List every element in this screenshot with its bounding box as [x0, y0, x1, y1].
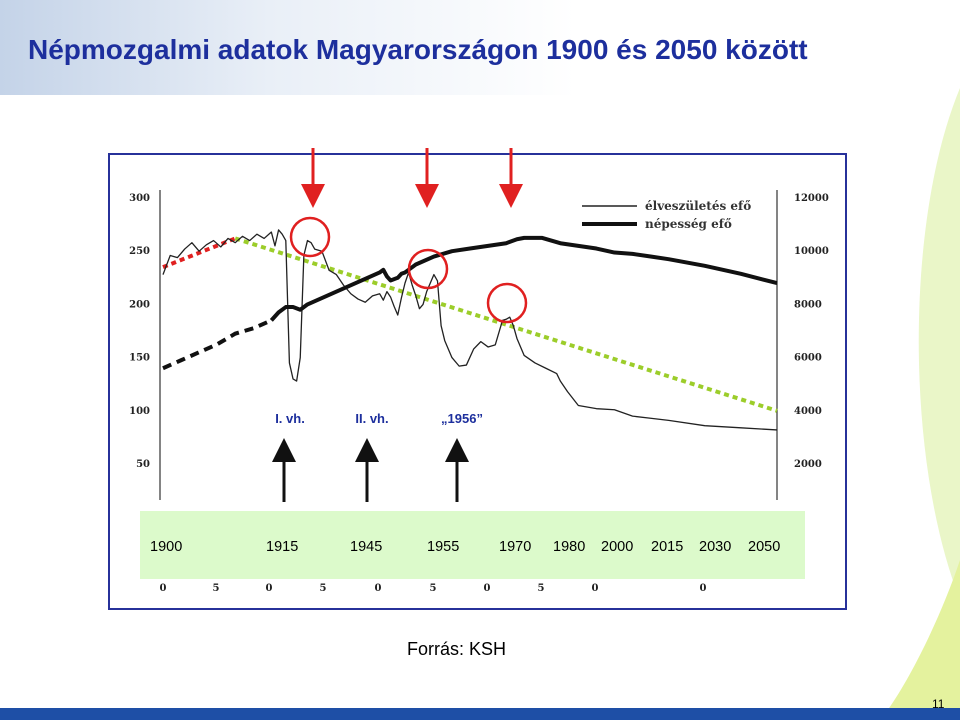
x-tick-label: 0: [592, 583, 599, 594]
event-label: I. vh.: [275, 411, 305, 426]
x-tick-label: 0: [700, 583, 707, 594]
source-note: Forrás: KSH: [407, 639, 507, 659]
event-labels: I. vh. II. vh. „1956”: [275, 411, 483, 426]
green-trend-line: [234, 236, 778, 413]
x-tick-label: 0: [375, 583, 382, 594]
chart-axes: [159, 190, 778, 500]
event-markers: [272, 148, 528, 502]
year-label: 1900: [150, 539, 183, 555]
bottom-band: [0, 708, 960, 720]
year-label: 1915: [266, 539, 299, 555]
x-axis-ticks: 0 5 0 5 0 5 0 5 0 0: [160, 583, 707, 594]
left-tick-label: 50: [136, 459, 150, 470]
x-tick-label: 5: [538, 583, 545, 594]
x-tick-label: 5: [320, 583, 327, 594]
left-tick-label: 200: [129, 299, 150, 310]
right-tick-label: 12000: [794, 193, 829, 204]
left-tick-label: 250: [129, 246, 150, 257]
left-tick-label: 100: [129, 406, 150, 417]
year-label: 1955: [427, 539, 460, 555]
population-line-early: [162, 318, 273, 371]
year-label: 2000: [601, 539, 634, 555]
slide-title: Népmozgalmi adatok Magyarországon 1900 é…: [28, 34, 808, 65]
legend-label: népesség efő: [645, 217, 732, 231]
right-tick-label: 10000: [794, 246, 829, 257]
highlight-circle: [407, 248, 449, 290]
x-tick-label: 5: [213, 583, 220, 594]
right-tick-label: 4000: [794, 406, 822, 417]
year-label: 2030: [699, 539, 732, 555]
left-tick-label: 150: [129, 353, 150, 364]
right-tick-label: 8000: [794, 299, 822, 310]
trend-lines: [162, 236, 778, 413]
year-label: 2015: [651, 539, 684, 555]
right-tick-label: 6000: [794, 353, 822, 364]
x-tick-label: 0: [160, 583, 167, 594]
x-tick-label: 0: [484, 583, 491, 594]
decorative-corner-shape: [880, 560, 960, 720]
right-tick-label: 2000: [794, 459, 822, 470]
highlight-circle: [289, 216, 331, 258]
year-label: 2050: [748, 539, 781, 555]
left-tick-label: 300: [129, 193, 150, 204]
right-axis-ticks: 12000 10000 8000 6000 4000 2000: [794, 193, 829, 470]
year-label: 1945: [350, 539, 383, 555]
series-lines: [162, 229, 778, 431]
event-label: „1956”: [441, 411, 483, 426]
x-tick-label: 0: [266, 583, 273, 594]
x-tick-label: 5: [430, 583, 437, 594]
legend-label: élveszületés efő: [645, 199, 751, 213]
population-line: [269, 235, 778, 322]
birth-rate-line: [162, 229, 778, 431]
year-label: 1980: [553, 539, 586, 555]
highlight-circle: [486, 282, 528, 324]
year-band: [140, 511, 805, 579]
event-label: II. vh.: [355, 411, 388, 426]
left-axis-ticks: 300 250 200 150 100 50: [129, 193, 150, 470]
page-number: 11: [932, 697, 945, 711]
chart-legend: élveszületés efő népesség efő: [582, 199, 751, 231]
decorative-curve-shape: [918, 88, 960, 600]
year-label: 1970: [499, 539, 532, 555]
title-band: [0, 0, 960, 95]
